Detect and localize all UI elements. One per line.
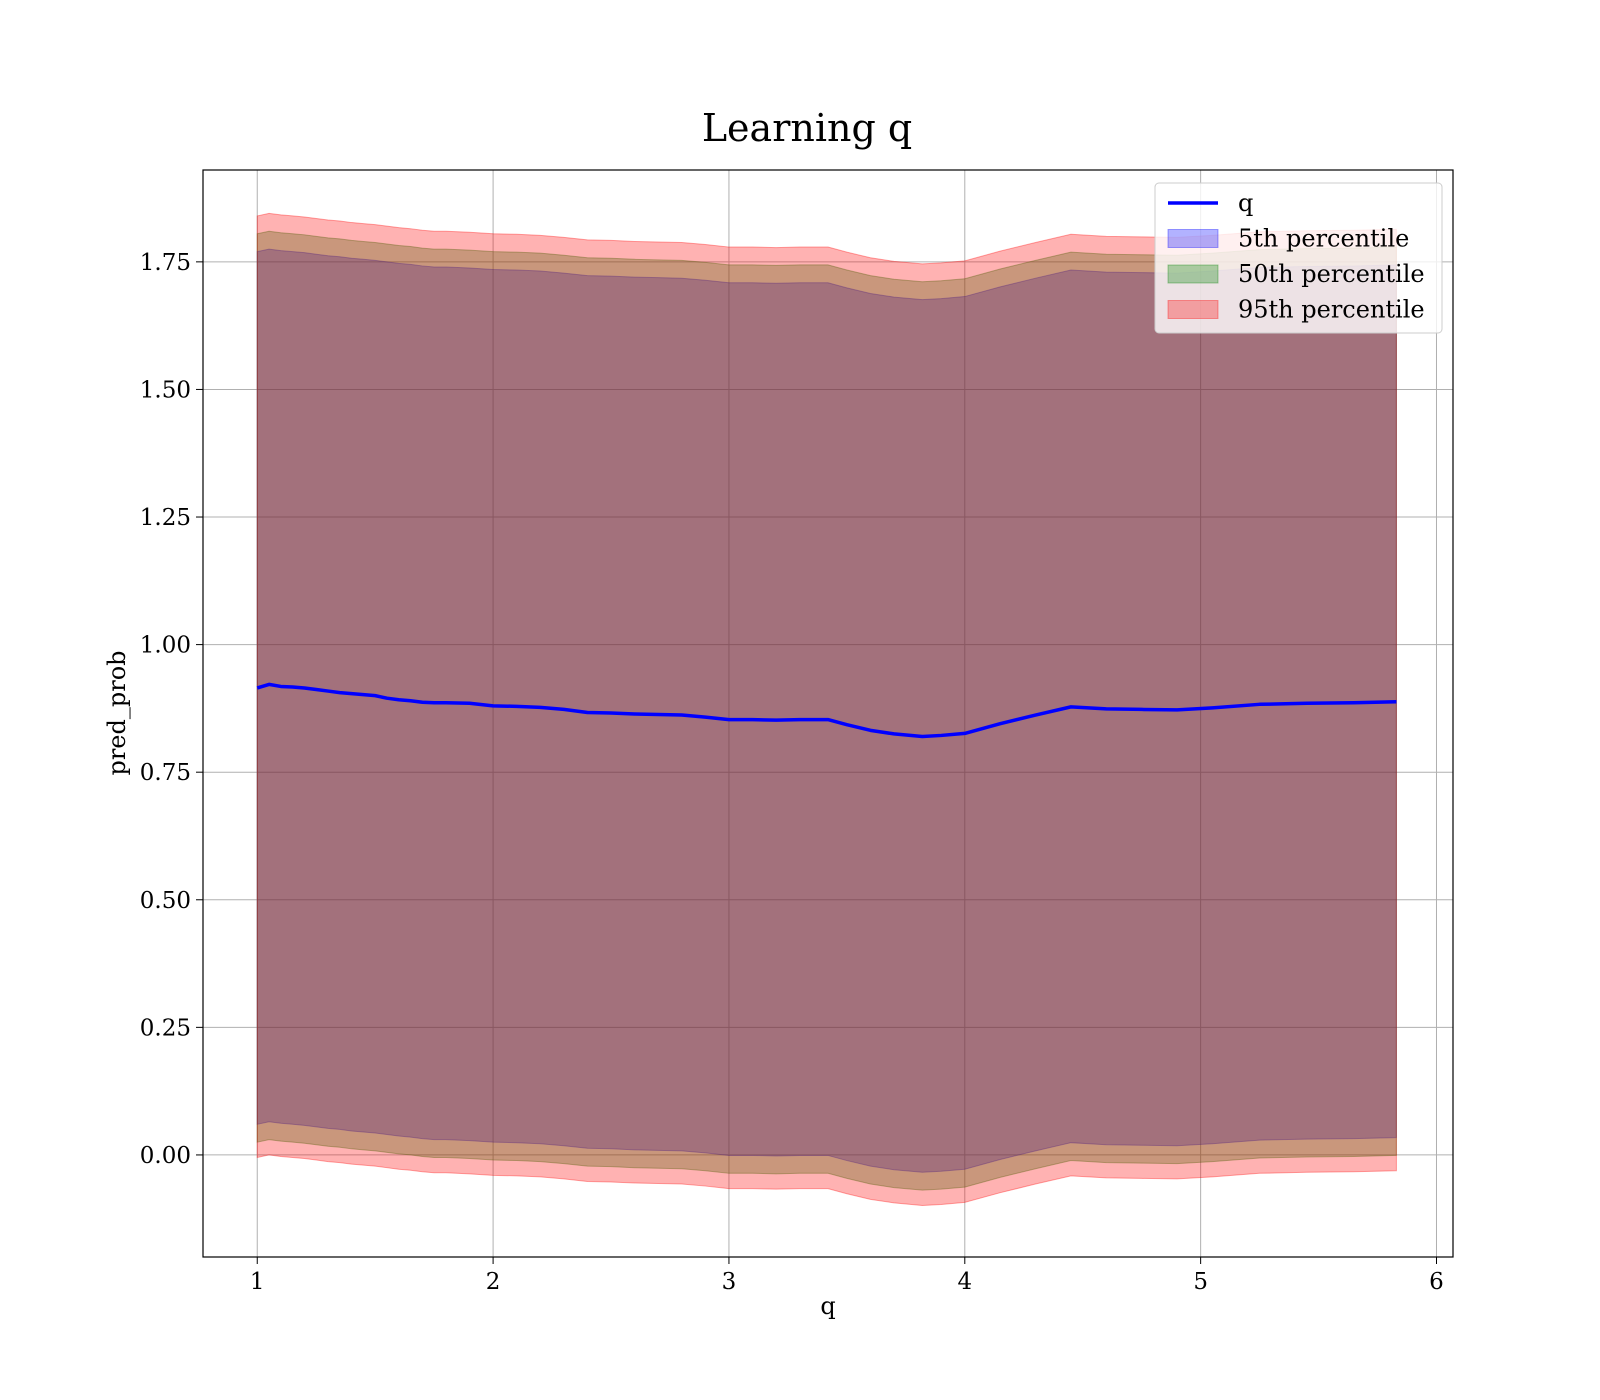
x-axis-label: q: [820, 1292, 835, 1320]
y-tick-label: 1.75: [140, 250, 191, 276]
x-tick-label: 1: [250, 1269, 265, 1295]
x-tick-label: 3: [722, 1269, 737, 1295]
legend-label-95th-percentile: 95th percentile: [1238, 296, 1425, 324]
band-50th-percentile: [256, 230, 1397, 1191]
legend: q 5th percentile 50th percentile 95th perce…: [1154, 182, 1443, 334]
band-5th-percentile: [256, 248, 1397, 1173]
legend-swatch-50th-percentile: [1167, 264, 1219, 284]
y-tick-label: 0.25: [140, 1015, 191, 1041]
x-tick-label: 6: [1429, 1269, 1444, 1295]
x-tick-label: 2: [486, 1269, 501, 1295]
y-tick-label: 0.00: [140, 1143, 191, 1169]
line-q: [256, 682, 1397, 739]
legend-label-50th-percentile: 50th percentile: [1238, 260, 1425, 288]
y-axis-label: pred_prob: [103, 650, 131, 775]
legend-label-5th-percentile: 5th percentile: [1238, 225, 1409, 253]
legend-box: [1154, 182, 1443, 334]
percentile-bands: [256, 212, 1397, 1206]
y-tick-label: 1.50: [140, 377, 191, 403]
q-line-layer: [256, 682, 1397, 739]
y-tick-label: 0.75: [140, 760, 191, 786]
y-tick-label: 1.25: [140, 505, 191, 531]
x-tick-label: 4: [957, 1269, 972, 1295]
band-95th-percentile: [256, 212, 1397, 1206]
axis-ticks: 1 2 3 4 5 6 0.00 0.25 0.50 0.75 1.00 1.25 1.50 1.75: [140, 250, 1444, 1295]
y-tick-label: 1.00: [140, 633, 191, 659]
grid: [203, 170, 1453, 1257]
legend-swatch-5th-percentile: [1167, 229, 1219, 248]
chart-title: Learning q: [702, 106, 912, 150]
x-tick-label: 5: [1193, 1269, 1208, 1295]
plot-frame: [202, 169, 1454, 1258]
y-tick-label: 0.50: [140, 888, 191, 914]
legend-swatch-95th-percentile: [1167, 300, 1219, 319]
legend-label-q: q: [1238, 189, 1253, 217]
